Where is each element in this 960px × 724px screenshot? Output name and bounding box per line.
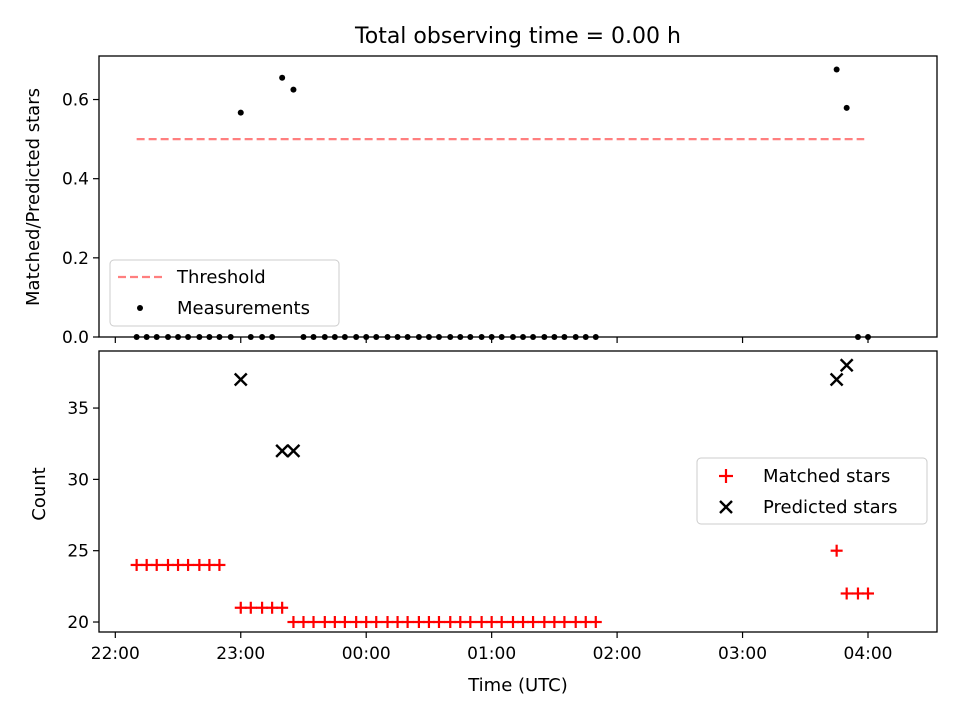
measurements-point xyxy=(833,66,840,73)
matched-stars-point xyxy=(150,558,163,571)
matched-stars-point xyxy=(454,616,467,629)
matched-stars-point xyxy=(432,616,445,629)
matched-stars-point xyxy=(391,616,404,629)
matched-stars-point xyxy=(851,587,864,600)
predicted-stars-point xyxy=(275,443,290,458)
matched-stars-point xyxy=(370,616,383,629)
matched-stars-point xyxy=(862,587,875,600)
count-legend-frame xyxy=(696,457,928,525)
measurements-point xyxy=(237,109,244,116)
ratio-y-tick-label: 0.6 xyxy=(62,91,89,111)
measurements-legend-label: Measurements xyxy=(177,298,310,319)
matched-stars-point xyxy=(381,616,394,629)
ratio-y-tick-label: 0.4 xyxy=(62,170,89,190)
figure-title: Total observing time = 0.00 h xyxy=(354,24,681,49)
matched-stars-point xyxy=(579,616,592,629)
matched-stars-point xyxy=(297,616,310,629)
measurements-point xyxy=(843,104,850,111)
matched-stars-point xyxy=(444,616,457,629)
count-x-tick-label: 22:00 xyxy=(91,644,140,664)
matched-stars-point xyxy=(203,558,216,571)
count-y-axis-label: Count xyxy=(29,467,50,520)
predicted-stars-point xyxy=(286,443,301,458)
matched-legend-label: Matched stars xyxy=(763,466,890,487)
ratio-y-tick-label: 0.2 xyxy=(62,249,89,269)
matched-stars-point xyxy=(589,616,602,629)
matched-stars-point xyxy=(307,616,320,629)
count-x-ticks: 22:00 23:00 00:00 01:00 02:00 03:00 04:00 xyxy=(91,632,893,664)
count-y-tick-label: 35 xyxy=(67,399,89,419)
ratio-y-ticks: 0.0 0.2 0.4 0.6 xyxy=(62,91,99,348)
ratio-legend-frame xyxy=(109,259,340,327)
matched-stars-point xyxy=(213,558,226,571)
matched-stars-point xyxy=(412,616,425,629)
threshold-legend-label: Threshold xyxy=(176,267,266,288)
matched-stars-point xyxy=(569,616,582,629)
matched-stars-point xyxy=(140,558,153,571)
count-x-tick-label: 04:00 xyxy=(844,644,893,664)
matched-stars-point xyxy=(266,601,279,614)
predicted-legend-label: Predicted stars xyxy=(763,497,897,518)
matched-stars-point xyxy=(506,616,519,629)
matched-stars-point xyxy=(256,601,269,614)
count-plot-area xyxy=(130,358,875,629)
matched-stars-point xyxy=(538,616,551,629)
ratio-y-axis-label: Matched/Predicted stars xyxy=(23,88,44,306)
count-y-tick-label: 30 xyxy=(67,470,89,490)
matched-stars-point xyxy=(464,616,477,629)
x-axis-label: Time (UTC) xyxy=(467,675,568,696)
ratio-plot-frame xyxy=(98,55,938,338)
matched-stars-point xyxy=(276,601,289,614)
predicted-stars-point xyxy=(829,372,844,387)
matched-stars-point xyxy=(360,616,373,629)
matched-stars-point xyxy=(172,558,185,571)
matched-stars-point xyxy=(422,616,435,629)
measurements-legend-swatch xyxy=(137,305,143,311)
count-x-tick-label: 23:00 xyxy=(216,644,265,664)
matched-stars-point xyxy=(130,558,143,571)
count-plot-frame xyxy=(98,350,938,633)
matched-stars-point xyxy=(840,587,853,600)
matched-stars-point xyxy=(548,616,561,629)
count-x-tick-label: 02:00 xyxy=(593,644,642,664)
matched-stars-point xyxy=(287,616,300,629)
matched-stars-point xyxy=(244,601,257,614)
predicted-stars-point xyxy=(233,372,248,387)
matched-stars-point xyxy=(338,616,351,629)
measurements-point xyxy=(279,74,286,81)
ratio-x-ticks xyxy=(114,337,869,343)
ratio-panel: 0.0 0.2 0.4 0.6 Matched/Predicted stars Thr… xyxy=(23,55,938,348)
matched-legend-swatch xyxy=(719,469,733,483)
matched-stars-point xyxy=(318,616,331,629)
count-y-ticks: 20 25 30 35 xyxy=(67,399,99,633)
count-panel: 22:00 23:00 00:00 01:00 02:00 03:00 04:00 20 25… xyxy=(29,350,938,696)
matched-stars-point xyxy=(527,616,540,629)
count-x-tick-label: 01:00 xyxy=(467,644,516,664)
matched-stars-point xyxy=(234,601,247,614)
count-x-tick-label: 03:00 xyxy=(718,644,767,664)
matched-stars-point xyxy=(558,616,571,629)
predicted-legend-swatch xyxy=(719,500,733,514)
matched-stars-point xyxy=(328,616,341,629)
matched-stars-point xyxy=(485,616,498,629)
matched-stars-point xyxy=(495,616,508,629)
ratio-y-tick-label: 0.0 xyxy=(62,328,89,348)
ratio-legend: Threshold Measurements xyxy=(109,259,340,327)
matched-stars-point xyxy=(350,616,363,629)
predicted-stars-point xyxy=(839,358,854,373)
matched-stars-point xyxy=(182,558,195,571)
matched-stars-point xyxy=(517,616,530,629)
matched-stars-point xyxy=(401,616,414,629)
matched-stars-point xyxy=(830,544,843,557)
count-y-tick-label: 25 xyxy=(67,542,89,562)
matched-stars-point xyxy=(475,616,488,629)
count-legend: Matched stars Predicted stars xyxy=(696,457,928,525)
matched-stars-point xyxy=(193,558,206,571)
measurements-point xyxy=(290,86,297,93)
count-y-tick-label: 20 xyxy=(67,613,89,633)
matched-stars-point xyxy=(161,558,174,571)
count-x-tick-label: 00:00 xyxy=(342,644,391,664)
